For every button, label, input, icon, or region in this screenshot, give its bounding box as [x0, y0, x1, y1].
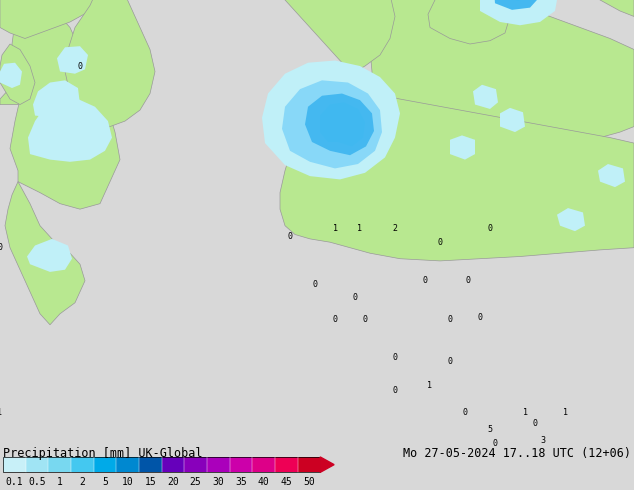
Bar [48, 457, 71, 472]
Bar [230, 457, 252, 472]
Text: 30: 30 [212, 477, 224, 487]
Text: 0: 0 [77, 62, 82, 71]
Text: 10: 10 [122, 477, 134, 487]
Text: 1: 1 [522, 408, 527, 417]
Text: 1: 1 [427, 381, 432, 390]
Text: 0: 0 [287, 232, 292, 241]
Text: 0: 0 [448, 357, 453, 366]
Polygon shape [57, 46, 88, 74]
Polygon shape [0, 0, 190, 39]
Text: 20: 20 [167, 477, 179, 487]
Text: 0: 0 [448, 315, 453, 324]
Text: 40: 40 [257, 477, 269, 487]
Text: 0.5: 0.5 [29, 477, 46, 487]
Text: 25: 25 [190, 477, 202, 487]
Polygon shape [450, 135, 475, 160]
Text: 0: 0 [493, 439, 498, 448]
Polygon shape [520, 0, 634, 17]
Text: 0: 0 [533, 419, 538, 428]
Polygon shape [505, 0, 530, 1]
Polygon shape [282, 80, 382, 169]
Polygon shape [33, 80, 80, 118]
Polygon shape [320, 102, 365, 147]
Text: 0: 0 [437, 238, 443, 246]
Polygon shape [480, 0, 558, 25]
Text: Precipitation [mm] UK-Global: Precipitation [mm] UK-Global [3, 447, 203, 460]
Text: 15: 15 [145, 477, 156, 487]
Text: 45: 45 [280, 477, 292, 487]
Polygon shape [0, 0, 50, 104]
Text: 1: 1 [332, 224, 337, 233]
Text: 0: 0 [465, 276, 470, 285]
Text: 1: 1 [562, 408, 567, 417]
Text: 1: 1 [358, 224, 363, 233]
Polygon shape [27, 239, 72, 272]
Polygon shape [473, 85, 498, 109]
Bar [275, 457, 297, 472]
Text: 0: 0 [488, 224, 493, 233]
Text: 0: 0 [477, 313, 482, 321]
Polygon shape [428, 0, 510, 44]
Polygon shape [280, 82, 370, 165]
Bar [26, 457, 48, 472]
Polygon shape [494, 0, 540, 10]
Text: 2: 2 [79, 477, 86, 487]
Bar [3, 457, 26, 472]
Text: Mo 27-05-2024 17..18 UTC (12+06): Mo 27-05-2024 17..18 UTC (12+06) [403, 447, 631, 460]
Text: 1: 1 [0, 408, 3, 417]
Bar [252, 457, 275, 472]
Text: 0: 0 [313, 279, 318, 289]
Polygon shape [262, 60, 400, 179]
Polygon shape [355, 0, 634, 184]
Bar [94, 457, 117, 472]
Polygon shape [10, 0, 120, 209]
Bar [162, 457, 184, 472]
Text: 0: 0 [332, 315, 337, 324]
Bar [184, 457, 207, 472]
Polygon shape [557, 208, 585, 231]
Text: 0.1: 0.1 [6, 477, 23, 487]
Text: 3: 3 [541, 436, 545, 445]
Text: 5: 5 [488, 425, 493, 434]
Polygon shape [598, 164, 625, 187]
Polygon shape [305, 94, 374, 155]
Bar [139, 457, 162, 472]
Bar [117, 457, 139, 472]
Text: 5: 5 [102, 477, 108, 487]
Polygon shape [320, 457, 334, 472]
Bar [297, 457, 320, 472]
Polygon shape [0, 63, 22, 88]
Polygon shape [65, 0, 155, 126]
Text: 0: 0 [422, 276, 427, 285]
Text: 0: 0 [392, 353, 398, 362]
Bar [71, 457, 94, 472]
Text: 35: 35 [235, 477, 247, 487]
Polygon shape [5, 182, 85, 325]
Text: 0: 0 [353, 293, 358, 302]
Polygon shape [280, 82, 634, 261]
Polygon shape [285, 171, 365, 231]
Text: 0: 0 [0, 243, 3, 252]
Bar [207, 457, 230, 472]
Text: 0: 0 [462, 408, 467, 417]
Text: 0: 0 [363, 315, 368, 324]
Text: 2: 2 [392, 224, 398, 233]
Text: 50: 50 [303, 477, 314, 487]
Text: 1: 1 [57, 477, 63, 487]
Polygon shape [28, 99, 112, 162]
Text: 0: 0 [392, 386, 398, 395]
Polygon shape [500, 108, 525, 132]
Polygon shape [0, 44, 35, 104]
Polygon shape [220, 0, 395, 72]
